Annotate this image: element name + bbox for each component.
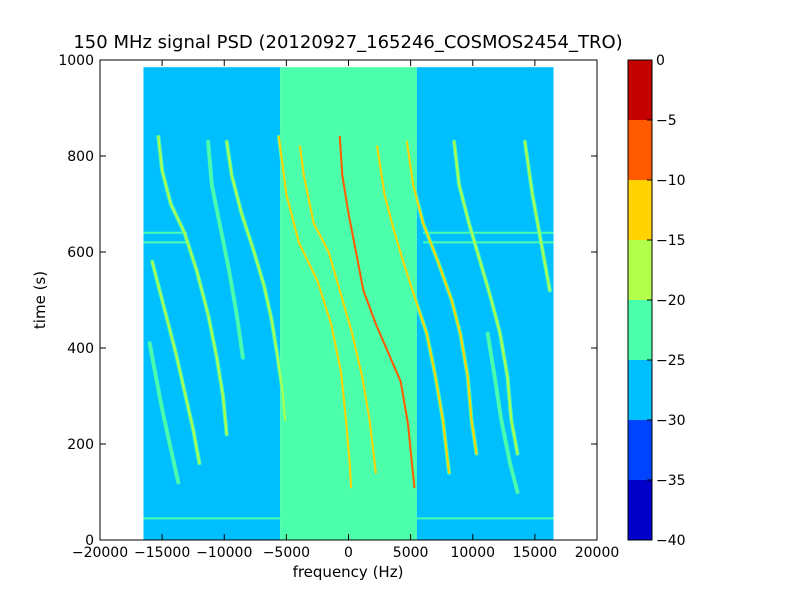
signal-trace xyxy=(148,342,180,484)
signal-trace xyxy=(299,145,377,474)
y-tick-label: 1000 xyxy=(58,53,94,69)
colorbar-tick-label: −35 xyxy=(656,473,686,489)
x-tick-label: 10000 xyxy=(450,545,495,561)
colorbar-segment xyxy=(628,60,652,120)
signal-trace xyxy=(486,332,519,493)
colorbar-segment xyxy=(628,300,652,360)
colorbar-tick-label: −10 xyxy=(656,173,686,189)
colorbar-segment xyxy=(628,420,652,480)
colorbar-segment xyxy=(628,360,652,420)
y-tick-label: 400 xyxy=(67,341,94,357)
psd-background-band xyxy=(143,67,281,540)
signal-trace xyxy=(376,145,451,474)
chart-title: 150 MHz signal PSD (20120927_165246_COSM… xyxy=(73,32,622,53)
x-tick-label: 5000 xyxy=(393,545,429,561)
colorbar: −40 −35 −30 −25 −20 −15 −10 −5 0 xyxy=(627,53,686,549)
colorbar-tick-label: −20 xyxy=(656,293,686,309)
x-tick-label: 0 xyxy=(344,545,353,561)
colorbar-tick-label: −25 xyxy=(656,353,686,369)
x-tick-label: −5000 xyxy=(263,545,310,561)
signal-trace xyxy=(207,140,244,359)
signal-trace xyxy=(225,140,287,421)
x-tick-label: 20000 xyxy=(575,545,620,561)
psd-background-band xyxy=(416,67,554,540)
y-axis: 0 200 400 600 800 1000 xyxy=(58,53,597,549)
signal-trace xyxy=(157,135,228,436)
x-tick-label: 15000 xyxy=(513,545,558,561)
x-tick-label: −20000 xyxy=(72,545,128,561)
x-axis-label: frequency (Hz) xyxy=(293,563,404,581)
colorbar-segment xyxy=(628,240,652,300)
signal-trace xyxy=(338,135,416,489)
signal-trace xyxy=(453,140,519,455)
colorbar-segment xyxy=(628,480,652,540)
signal-trace xyxy=(151,260,201,465)
colorbar-segment xyxy=(628,180,652,240)
colorbar-tick-label: −30 xyxy=(656,413,686,429)
plot-area xyxy=(99,59,598,541)
y-tick-label: 800 xyxy=(67,149,94,165)
y-tick-label: 600 xyxy=(67,245,94,261)
colorbar-tick-label: −40 xyxy=(656,533,686,549)
y-tick-label: 0 xyxy=(85,533,94,549)
signal-trace xyxy=(277,135,352,489)
colorbar-tick-label: −15 xyxy=(656,233,686,249)
y-tick-label: 200 xyxy=(67,437,94,453)
x-axis: −20000 −15000 −10000 −5000 0 5000 10000 15000 20… xyxy=(72,60,619,561)
colorbar-segment xyxy=(628,120,652,180)
signal-trace xyxy=(405,140,478,455)
signal-trace xyxy=(523,140,551,292)
colorbar-tick-label: −5 xyxy=(656,113,677,129)
x-tick-label: −15000 xyxy=(134,545,190,561)
y-axis-label: time (s) xyxy=(31,271,49,329)
colorbar-tick-label: 0 xyxy=(656,53,665,69)
x-tick-label: −10000 xyxy=(196,545,252,561)
